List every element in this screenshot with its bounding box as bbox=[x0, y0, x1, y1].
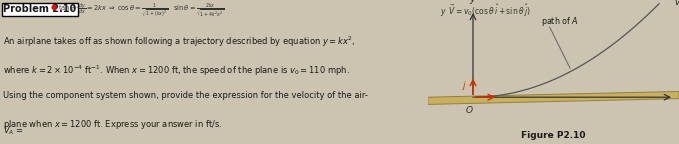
Text: $y\;\;\vec{V}=v_0(\cos\theta\,\hat{i}+\sin\theta\,\hat{j})$: $y\;\;\vec{V}=v_0(\cos\theta\,\hat{i}+\s… bbox=[440, 2, 531, 19]
Text: where $k = 2\times10^{-4}$ ft$^{-1}$. When $x = 1200$ ft, the speed of the plane: where $k = 2\times10^{-4}$ ft$^{-1}$. Wh… bbox=[3, 63, 350, 78]
Text: ●: ● bbox=[50, 4, 56, 10]
Text: Figure P2.10: Figure P2.10 bbox=[521, 131, 585, 140]
Text: An airplane takes off as shown following a trajectory described by equation $y =: An airplane takes off as shown following… bbox=[3, 35, 356, 49]
Text: $O$: $O$ bbox=[465, 104, 473, 115]
Text: $\tan\theta\cdot\frac{dy}{dx}=2kx\;\Rightarrow\;\cos\theta=$$\frac{1}{\sqrt{1+(k: $\tan\theta\cdot\frac{dy}{dx}=2kx\;\Righ… bbox=[58, 1, 224, 19]
Text: plane when $x = 1200$ ft. Express your answer in ft/s.: plane when $x = 1200$ ft. Express your a… bbox=[3, 118, 223, 131]
Text: $j$: $j$ bbox=[461, 79, 466, 92]
Polygon shape bbox=[428, 91, 679, 104]
Text: $V_A$ =: $V_A$ = bbox=[3, 124, 24, 137]
Text: $v_0$: $v_0$ bbox=[674, 0, 679, 9]
Text: Using the component system shown, provide the expression for the velocity of the: Using the component system shown, provid… bbox=[3, 91, 368, 100]
Text: $y$: $y$ bbox=[469, 0, 477, 6]
Text: Problem 2.10: Problem 2.10 bbox=[3, 4, 77, 14]
Text: path of $A$: path of $A$ bbox=[540, 15, 579, 28]
Text: $x$: $x$ bbox=[678, 92, 679, 102]
